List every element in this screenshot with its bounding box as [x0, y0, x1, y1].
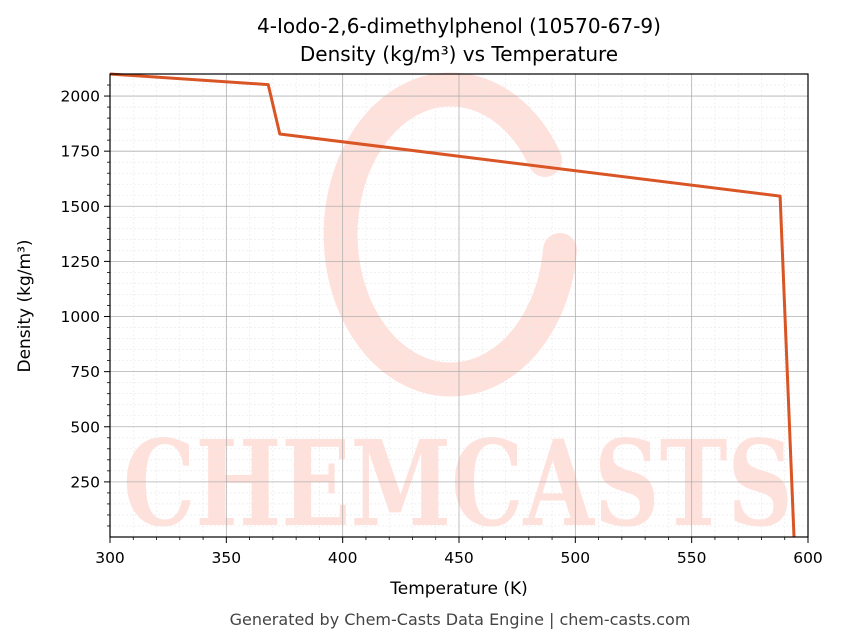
y-tick-label: 750 [70, 363, 100, 381]
y-tick-label: 1000 [61, 308, 100, 326]
y-axis-label: Density (kg/m³) [15, 239, 35, 372]
x-tick-label: 300 [95, 549, 125, 567]
x-tick-label: 500 [561, 549, 591, 567]
footer-credit: Generated by Chem-Casts Data Engine | ch… [230, 610, 691, 629]
watermark-c-logo [323, 72, 577, 397]
x-tick-label: 550 [677, 549, 707, 567]
density-line [109, 72, 796, 538]
y-tick-label: 1250 [61, 253, 100, 271]
y-tick-label: 250 [70, 473, 100, 491]
x-tick-label: 350 [212, 549, 242, 567]
x-tick-label: 400 [328, 549, 358, 567]
chart-title: 4-Iodo-2,6-dimethylphenol (10570-67-9) [257, 14, 661, 38]
x-tick-label: 600 [793, 549, 823, 567]
watermark-text: CHEMCASTS [123, 414, 793, 553]
y-tick-label: 2000 [61, 88, 100, 106]
x-axis-label: Temperature (K) [389, 579, 528, 599]
y-tick-label: 500 [70, 418, 100, 436]
chemcasts-watermark: CHEMCASTS [123, 72, 793, 553]
y-tick-label: 1500 [61, 198, 100, 216]
y-tick-labels: 250 500 750 1000 1250 1500 1750 2000 [61, 88, 100, 492]
chart-subtitle: Density (kg/m³) vs Temperature [300, 42, 618, 66]
x-tick-label: 450 [444, 549, 474, 567]
x-tick-labels: 300 350 400 450 500 550 600 [95, 549, 823, 567]
y-tick-label: 1750 [61, 143, 100, 161]
axis-ticks [104, 84, 809, 543]
series-layer [109, 72, 796, 538]
